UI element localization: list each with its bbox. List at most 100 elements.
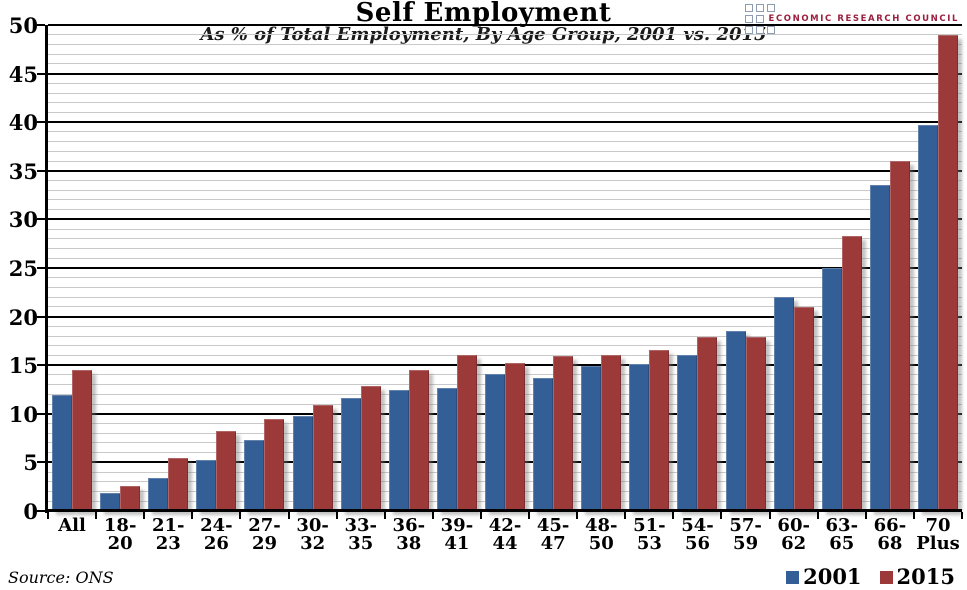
- y-axis-label: 5: [23, 450, 38, 476]
- logo-square-icon: [744, 15, 753, 23]
- gridline-minor: [48, 345, 962, 347]
- legend-swatch-2015: [879, 571, 893, 584]
- x-axis-label: 60- 62: [777, 515, 810, 555]
- legend: 2001 2015: [786, 566, 955, 587]
- y-axis-tick: [37, 364, 45, 367]
- x-axis-label: 33- 35: [344, 515, 377, 555]
- y-axis-label: 10: [8, 401, 38, 427]
- bar-2001: [292, 415, 313, 511]
- bar-group-27-29: [240, 25, 288, 511]
- bar-group-42-44: [481, 25, 529, 511]
- bar-2015: [505, 363, 526, 511]
- gridline-minor: [48, 63, 962, 65]
- gridline-minor: [48, 141, 962, 143]
- bar-2001: [773, 297, 794, 511]
- x-axis-tick: [479, 512, 482, 519]
- bar-2001: [485, 373, 506, 511]
- bar-2015: [408, 370, 429, 511]
- x-axis-tick: [720, 512, 723, 519]
- logo-square-icon: [755, 15, 764, 23]
- x-axis-line: [45, 509, 962, 512]
- gridline-minor: [48, 180, 962, 182]
- x-axis-tick: [768, 512, 771, 519]
- bar-group-60-62: [770, 25, 818, 511]
- source-note: Source: ONS: [8, 568, 114, 587]
- x-axis-tick: [431, 512, 434, 519]
- x-axis-tick: [95, 512, 98, 519]
- logo-square-icon: [755, 26, 764, 34]
- gridline-major: [48, 267, 962, 269]
- bar-group-30-32: [289, 25, 337, 511]
- bar-2015: [745, 337, 766, 511]
- y-axis-label: 45: [8, 61, 38, 87]
- page-title: Self Employment: [355, 0, 612, 28]
- x-axis-tick: [624, 512, 627, 519]
- x-axis-label: 70 Plus: [916, 515, 960, 555]
- bar-group-54-56: [673, 25, 721, 511]
- bar-2001: [340, 398, 361, 511]
- y-axis-tick: [37, 461, 45, 464]
- legend-swatch-2001: [786, 571, 800, 584]
- gridline-major: [48, 169, 962, 172]
- x-axis-label: 24- 26: [200, 515, 233, 555]
- bar-2015: [168, 457, 189, 511]
- gridline-minor: [48, 131, 962, 133]
- gridline-minor: [48, 102, 962, 104]
- bar-2015: [889, 161, 910, 511]
- gridline-minor: [48, 306, 962, 308]
- bar-2015: [649, 349, 670, 511]
- logo-squares-row: [744, 3, 959, 13]
- x-axis-label: 66- 68: [873, 515, 907, 555]
- gridline-minor: [48, 354, 962, 356]
- y-axis-tick: [37, 218, 45, 221]
- bar-group-36-38: [385, 25, 433, 511]
- bar-group-48-50: [577, 25, 625, 511]
- bar-2001: [388, 389, 409, 511]
- bar-2015: [72, 370, 93, 511]
- bar-2001: [148, 477, 169, 511]
- plot-area: [48, 24, 962, 511]
- gridline-minor: [48, 209, 962, 211]
- gridline-minor: [48, 296, 962, 298]
- logo-text: ECONOMIC RESEARCH COUNCIL: [768, 14, 959, 24]
- y-axis-tick: [37, 412, 45, 415]
- gridline-major: [48, 315, 962, 318]
- x-axis-label: 45- 47: [536, 515, 570, 555]
- bar-group-66-68: [866, 25, 914, 511]
- x-axis-label: 36- 38: [392, 515, 426, 555]
- bar-2015: [938, 34, 959, 511]
- gridline-major: [48, 72, 962, 75]
- x-axis-label: 48- 50: [584, 515, 618, 555]
- bar-2001: [533, 377, 554, 511]
- x-axis-label: 21- 23: [152, 515, 185, 555]
- bar-group-70-plus: [914, 25, 962, 511]
- gridline-minor: [48, 43, 962, 45]
- x-axis-tick: [528, 512, 531, 519]
- gridline-major: [48, 121, 962, 124]
- bar-2001: [581, 366, 602, 511]
- y-axis-tick: [37, 510, 45, 512]
- bar-2015: [456, 355, 477, 511]
- x-axis-tick: [576, 512, 579, 519]
- x-axis-label: 54- 56: [681, 515, 714, 555]
- y-axis-label: 50: [8, 13, 38, 38]
- bar-2015: [216, 431, 237, 511]
- bar-group-21-23: [144, 25, 192, 511]
- y-axis-label: 0: [23, 499, 38, 524]
- gridline-minor: [48, 53, 962, 55]
- gridline-minor: [48, 34, 962, 36]
- bar-2001: [436, 387, 457, 511]
- gridline-minor: [48, 335, 962, 337]
- bar-2001: [725, 331, 746, 511]
- y-axis-label: 25: [8, 256, 38, 281]
- logo-square-icon: [744, 4, 753, 12]
- bar-group-51-53: [625, 25, 673, 511]
- logo-square-icon: [744, 26, 753, 34]
- x-axis-tick: [961, 512, 963, 519]
- x-axis-label: 18- 20: [103, 515, 137, 555]
- x-axis-tick: [672, 512, 675, 519]
- bar-2015: [120, 485, 141, 511]
- gridline-major: [48, 218, 962, 221]
- logo-squares-row: [744, 25, 959, 35]
- gridline-minor: [48, 238, 962, 240]
